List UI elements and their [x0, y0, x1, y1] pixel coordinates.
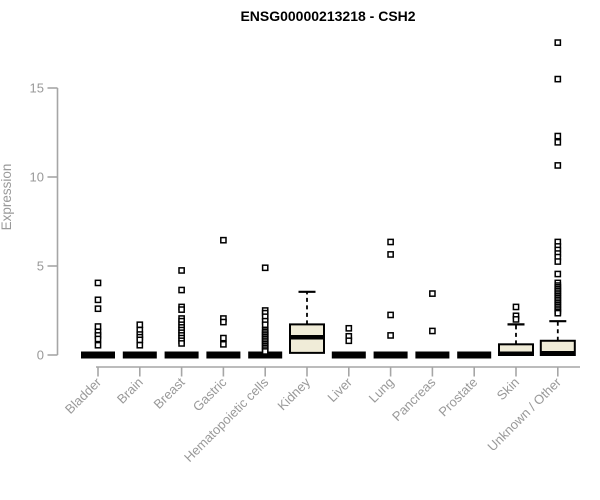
boxplot-prostate: [457, 351, 492, 359]
outlier-point: [554, 39, 562, 46]
boxplot-skin: [498, 303, 534, 357]
outlier-point: [554, 309, 562, 317]
x-tick-label: Kidney: [274, 374, 313, 413]
collapsed-box-bar: [373, 351, 408, 359]
outlier-point: [94, 296, 102, 304]
outlier-point: [554, 162, 562, 169]
outlier-point: [178, 340, 185, 347]
boxplot-breast: [164, 267, 199, 359]
outlier-point: [94, 323, 102, 330]
outlier-point: [178, 286, 185, 294]
chart-title: ENSG00000213218 - CSH2: [240, 8, 415, 24]
boxplot-kidney: [289, 290, 325, 354]
outlier-point: [220, 318, 227, 326]
x-tick-label: Skin: [494, 375, 522, 403]
y-tick-label: 10: [30, 170, 44, 185]
boxplot-liver: [331, 324, 366, 359]
x-tick-label: Liver: [324, 374, 355, 405]
collapsed-box-bar: [164, 351, 199, 359]
outlier-point: [387, 238, 394, 246]
outlier-point: [220, 236, 227, 244]
collapsed-box-bar: [331, 351, 366, 359]
collapsed-box-bar: [457, 351, 492, 359]
outlier-point: [94, 279, 102, 287]
boxplots: [81, 39, 576, 359]
outlier-point: [512, 316, 520, 323]
outlier-point: [554, 138, 562, 146]
outlier-point: [429, 327, 436, 335]
boxplot-lung: [373, 238, 408, 359]
outlier-point: [554, 270, 562, 278]
x-tick-label: Brain: [114, 375, 146, 407]
boxplot-brain: [122, 321, 157, 359]
y-tick-label: 0: [37, 348, 44, 363]
outlier-point: [345, 337, 353, 345]
outlier-point: [136, 341, 144, 349]
outlier-point: [554, 132, 562, 140]
collapsed-box-bar: [415, 351, 450, 359]
x-tick-label: Prostate: [435, 375, 480, 420]
boxplot-hematopoietic-cells: [248, 264, 283, 359]
outlier-point: [94, 305, 102, 313]
outlier-point: [387, 332, 394, 339]
outlier-point: [136, 336, 144, 344]
collapsed-box-bar: [206, 351, 241, 359]
boxplot-bladder: [81, 279, 115, 359]
collapsed-box-bar: [81, 351, 115, 359]
x-tick-label: Pancreas: [389, 374, 439, 424]
outlier-point: [387, 311, 394, 319]
outlier-point: [387, 251, 394, 258]
y-axis-label: Expression: [0, 164, 14, 231]
outlier-point: [220, 334, 227, 342]
outlier-point: [261, 348, 269, 355]
outlier-point: [178, 267, 185, 274]
outlier-point: [94, 341, 102, 349]
boxplot-pancreas: [415, 290, 450, 359]
boxplot-gastric: [206, 236, 241, 359]
x-tick-label: Gastric: [190, 374, 230, 414]
x-tick-label: Bladder: [62, 374, 105, 417]
boxplot-unknown-other: [539, 39, 576, 357]
collapsed-box-bar: [248, 351, 283, 359]
outlier-point: [345, 324, 353, 332]
outlier-point: [261, 264, 269, 272]
x-tick-label: Unknown / Other: [484, 374, 564, 454]
y-tick-label: 15: [30, 81, 44, 96]
outlier-point: [220, 340, 227, 348]
outlier-point: [261, 321, 269, 329]
outlier-point: [94, 335, 102, 343]
y-tick-label: 5: [37, 259, 44, 274]
outlier-point: [136, 321, 144, 329]
outlier-point: [178, 306, 185, 313]
x-tick-label: Lung: [366, 375, 397, 406]
outlier-point: [429, 290, 436, 297]
collapsed-box-bar: [122, 351, 157, 359]
outlier-point: [512, 303, 520, 311]
x-tick-label: Breast: [151, 374, 188, 411]
outlier-point: [554, 75, 562, 83]
outlier-point: [554, 258, 562, 265]
